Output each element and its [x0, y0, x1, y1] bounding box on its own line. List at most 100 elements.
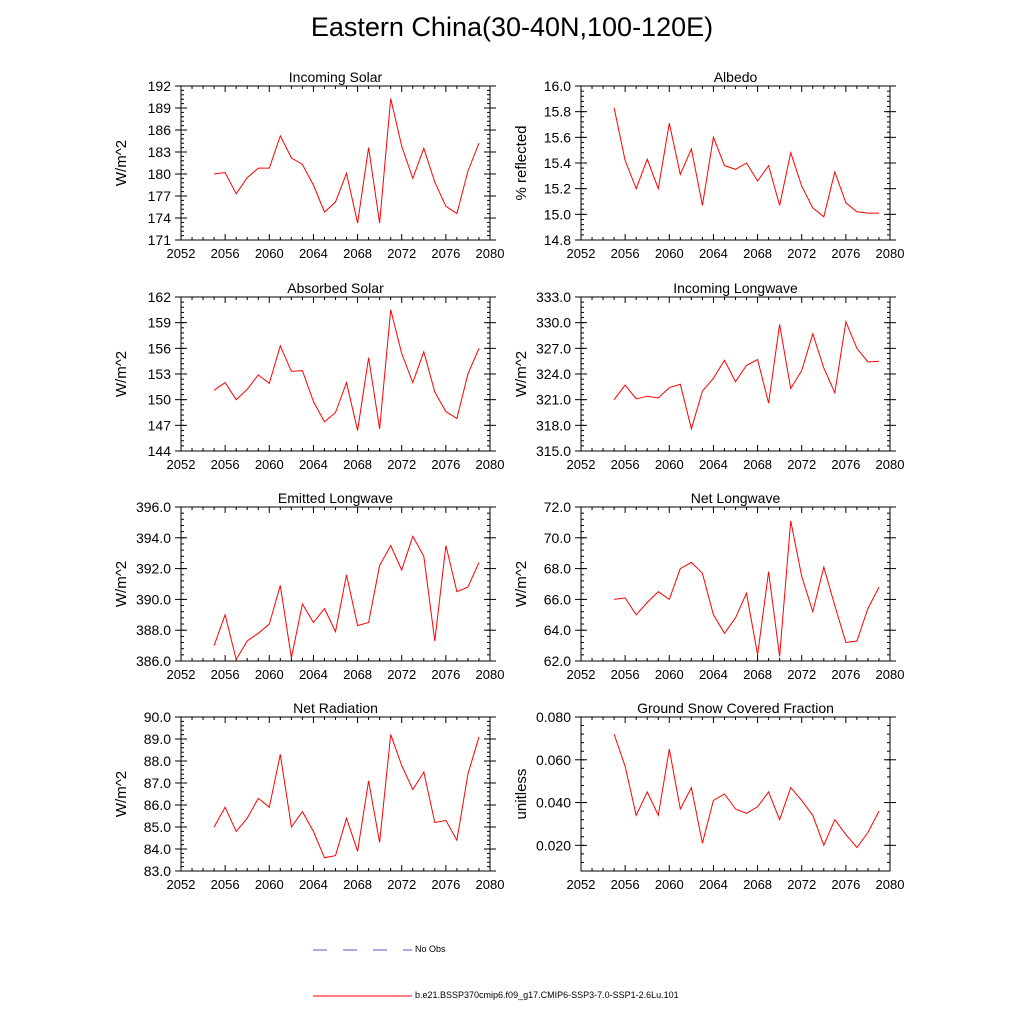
x-tick-label: 2052: [567, 667, 596, 682]
y-tick-label: 89.0: [144, 731, 171, 747]
x-tick-label: 2064: [299, 457, 328, 472]
x-tick-label: 2076: [831, 667, 860, 682]
x-tick-label: 2080: [476, 667, 505, 682]
x-tick-label: 2076: [431, 457, 460, 472]
series-line: [213, 734, 480, 859]
y-tick-label: 321.0: [536, 392, 571, 408]
y-tick-label: 15.4: [544, 155, 571, 171]
y-tick-label: 156: [148, 340, 172, 356]
series-line: [214, 98, 480, 224]
plot-frame: [180, 296, 491, 452]
y-tick-label: 333.0: [536, 289, 571, 305]
y-tick-label: 327.0: [536, 340, 571, 356]
y-tick-label: 183: [148, 144, 172, 160]
y-tick-label: 388.0: [136, 622, 171, 638]
panel-title: Emitted Longwave: [278, 490, 393, 506]
x-tick-label: 2076: [831, 457, 860, 472]
y-tick-label: 0.020: [536, 837, 571, 853]
plot-frame: [580, 716, 891, 872]
x-tick-label: 2060: [655, 457, 684, 472]
x-tick-label: 2052: [167, 457, 196, 472]
x-tick-label: 2076: [431, 877, 460, 892]
plot-frame: [580, 506, 891, 662]
y-tick-label: 15.6: [544, 129, 571, 145]
y-tick-label: 162: [148, 289, 172, 305]
x-tick-label: 2056: [211, 457, 240, 472]
y-tick-label: 386.0: [136, 653, 171, 669]
panel-8: Ground Snow Covered Fraction unitless 2052…: [513, 700, 904, 892]
y-tick-label: 72.0: [544, 499, 571, 515]
y-tick-label: 0.040: [536, 795, 571, 811]
x-tick-label: 2076: [831, 246, 860, 261]
y-tick-label: 153: [148, 366, 172, 382]
y-tick-label: 171: [148, 232, 172, 248]
x-tick-label: 2052: [167, 877, 196, 892]
x-tick-label: 2052: [167, 667, 196, 682]
plot-frame: [180, 716, 491, 872]
y-tick-label: 174: [148, 210, 172, 226]
series-line: [613, 107, 879, 218]
x-tick-label: 2064: [699, 246, 728, 261]
x-tick-label: 2068: [743, 667, 772, 682]
y-tick-label: 180: [148, 166, 172, 182]
x-tick-label: 2056: [211, 877, 240, 892]
y-tick-label: 66.0: [544, 591, 571, 607]
x-tick-label: 2060: [655, 877, 684, 892]
plot-frame: [180, 506, 491, 662]
y-tick-label: 315.0: [536, 443, 571, 459]
y-tick-label: 177: [148, 188, 172, 204]
x-tick-label: 2068: [343, 246, 372, 261]
x-tick-label: 2056: [211, 667, 240, 682]
x-tick-label: 2072: [387, 877, 416, 892]
x-tick-label: 2080: [876, 667, 905, 682]
plot-frame: [580, 85, 891, 241]
panel-title: Ground Snow Covered Fraction: [637, 700, 834, 716]
x-tick-label: 2072: [787, 246, 816, 261]
y-axis-label: % reflected: [513, 125, 530, 200]
y-tick-label: 192: [148, 78, 172, 94]
panel-title: Net Longwave: [691, 490, 781, 506]
y-tick-label: 90.0: [144, 709, 171, 725]
x-tick-label: 2056: [611, 246, 640, 261]
y-tick-label: 318.0: [536, 417, 571, 433]
y-tick-label: 84.0: [144, 841, 171, 857]
y-tick-label: 144: [148, 443, 172, 459]
x-tick-label: 2064: [699, 457, 728, 472]
x-tick-label: 2072: [787, 667, 816, 682]
y-tick-label: 86.0: [144, 797, 171, 813]
panel-7: Net Radiation W/m^2 2052 2056 2060 2064 2068 20…: [113, 700, 504, 892]
x-tick-label: 2068: [743, 246, 772, 261]
panel-5: Emitted Longwave W/m^2 2052 2056 2060 2064 206…: [113, 490, 504, 682]
y-tick-label: 14.8: [544, 232, 571, 248]
y-tick-label: 15.8: [544, 104, 571, 120]
figure-title: Eastern China(30-40N,100-120E): [310, 12, 714, 42]
y-axis-label: W/m^2: [113, 771, 130, 817]
y-tick-label: 15.2: [544, 181, 571, 197]
x-tick-label: 2080: [876, 457, 905, 472]
y-axis-label: W/m^2: [113, 351, 130, 397]
series-line: [613, 733, 880, 849]
y-tick-label: 88.0: [144, 753, 171, 769]
panel-6: Net Longwave W/m^2 2052 2056 2060 2064 2068 207…: [513, 490, 904, 682]
plot-frame: [580, 296, 891, 452]
x-tick-label: 2080: [876, 246, 905, 261]
y-tick-label: 330.0: [536, 315, 571, 331]
x-tick-label: 2052: [567, 246, 596, 261]
x-tick-label: 2080: [476, 877, 505, 892]
panel-title: Net Radiation: [293, 700, 378, 716]
x-tick-label: 2056: [611, 667, 640, 682]
x-tick-label: 2072: [787, 877, 816, 892]
x-tick-label: 2076: [431, 246, 460, 261]
y-tick-label: 159: [148, 315, 172, 331]
x-tick-label: 2056: [211, 246, 240, 261]
y-tick-label: 150: [148, 392, 172, 408]
x-tick-label: 2080: [876, 877, 905, 892]
y-tick-label: 68.0: [544, 561, 571, 577]
panel-2: Albedo % reflected 2052 2056 2060 2064 2068 207…: [513, 69, 904, 261]
x-tick-label: 2068: [743, 877, 772, 892]
y-tick-label: 64.0: [544, 622, 571, 638]
x-tick-label: 2072: [787, 457, 816, 472]
x-tick-label: 2064: [299, 246, 328, 261]
x-tick-label: 2068: [343, 667, 372, 682]
